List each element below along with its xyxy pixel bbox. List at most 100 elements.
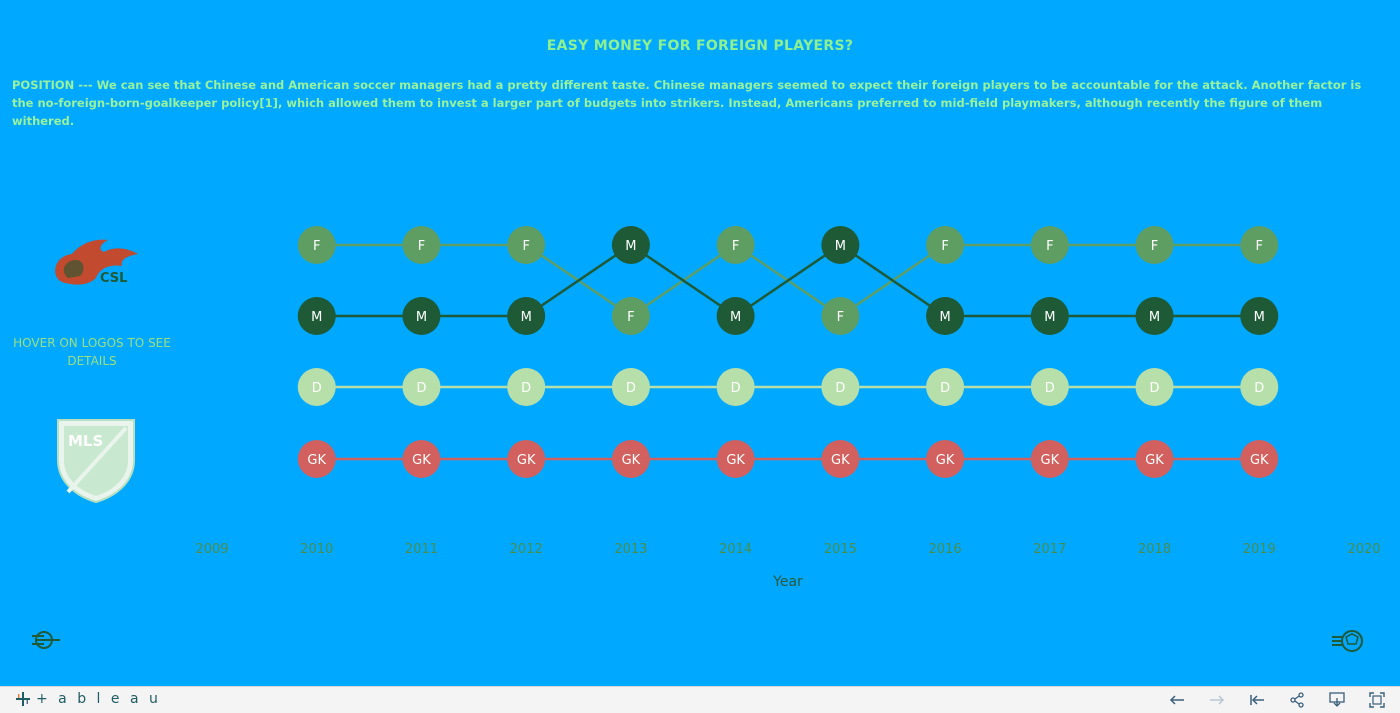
point-m-2011[interactable] [402, 297, 441, 335]
point-label-gk-2018: GK [1145, 453, 1164, 468]
point-d-2017[interactable] [1030, 368, 1069, 406]
undo-icon[interactable] [1168, 691, 1186, 709]
point-f-2014[interactable] [716, 226, 755, 264]
point-label-m-2012: M [521, 310, 532, 325]
point-label-m-2017: M [1044, 310, 1055, 325]
point-label-d-2017: D [1045, 381, 1055, 396]
x-tick-label: 2019 [1243, 542, 1276, 557]
point-f-2012[interactable] [507, 226, 546, 264]
fullscreen-icon[interactable] [1368, 691, 1386, 709]
position-chart: F F F F F F F F F F M M M M M M M M M M D D D D D D D D D D GK GK GK GK GK… [195, 226, 1381, 590]
point-f-2013[interactable] [611, 297, 650, 335]
point-f-2011[interactable] [402, 226, 441, 264]
revert-icon[interactable] [1248, 691, 1266, 709]
point-m-2019[interactable] [1240, 297, 1279, 335]
x-tick-label: 2009 [195, 542, 228, 557]
redo-icon[interactable] [1208, 691, 1226, 709]
point-m-2015[interactable] [821, 226, 860, 264]
point-label-m-2018: M [1149, 310, 1160, 325]
point-d-2011[interactable] [402, 368, 441, 406]
point-label-gk-2017: GK [1041, 453, 1060, 468]
point-f-2017[interactable] [1030, 226, 1069, 264]
left-ball-icon [30, 628, 62, 656]
point-label-d-2014: D [731, 381, 741, 396]
point-label-gk-2011: GK [412, 453, 431, 468]
point-f-2015[interactable] [821, 297, 860, 335]
point-f-2019[interactable] [1240, 226, 1279, 264]
x-tick-label: 2010 [300, 542, 333, 557]
x-tick-label: 2014 [719, 542, 752, 557]
point-d-2013[interactable] [611, 368, 650, 406]
point-d-2014[interactable] [716, 368, 755, 406]
tableau-toolbar: + a b l e a u [0, 686, 1400, 713]
point-label-gk-2012: GK [517, 453, 536, 468]
viz-canvas: EASY MONEY FOR FOREIGN PLAYERS? POSITION… [12, 38, 1381, 658]
point-gk-2016[interactable] [926, 440, 965, 478]
point-label-gk-2015: GK [831, 453, 850, 468]
mls-logo[interactable]: MLS [54, 418, 138, 508]
tableau-logo[interactable]: + a b l e a u [16, 691, 161, 707]
point-gk-2012[interactable] [507, 440, 546, 478]
x-axis-label: Year [772, 574, 803, 590]
csl-logo-text: CSL [100, 271, 127, 286]
point-gk-2013[interactable] [611, 440, 650, 478]
point-label-m-2013: M [625, 239, 636, 254]
point-gk-2015[interactable] [821, 440, 860, 478]
point-m-2016[interactable] [926, 297, 965, 335]
right-ball-icon [1330, 628, 1364, 658]
point-label-m-2016: M [939, 310, 950, 325]
point-f-2016[interactable] [926, 226, 965, 264]
point-f-2010[interactable] [297, 226, 336, 264]
x-tick-label: 2016 [929, 542, 962, 557]
tableau-wordmark: + a b l e a u [36, 691, 161, 707]
point-d-2015[interactable] [821, 368, 860, 406]
point-m-2014[interactable] [716, 297, 755, 335]
point-label-gk-2019: GK [1250, 453, 1269, 468]
point-d-2012[interactable] [507, 368, 546, 406]
point-label-f-2018: F [1151, 239, 1158, 254]
point-label-d-2011: D [416, 381, 426, 396]
csl-logo[interactable]: CSL [50, 238, 142, 292]
point-label-d-2016: D [940, 381, 950, 396]
hover-note: HOVER ON LOGOS TO SEE DETAILS [13, 336, 171, 368]
point-gk-2011[interactable] [402, 440, 441, 478]
x-tick-label: 2011 [405, 542, 438, 557]
point-label-gk-2014: GK [726, 453, 745, 468]
point-label-d-2019: D [1254, 381, 1264, 396]
point-label-m-2019: M [1254, 310, 1265, 325]
point-m-2010[interactable] [297, 297, 336, 335]
point-label-f-2013: F [627, 310, 634, 325]
point-gk-2018[interactable] [1135, 440, 1174, 478]
point-label-gk-2016: GK [936, 453, 955, 468]
share-icon[interactable] [1288, 691, 1306, 709]
point-gk-2014[interactable] [716, 440, 755, 478]
x-tick-label: 2017 [1033, 542, 1066, 557]
point-m-2018[interactable] [1135, 297, 1174, 335]
point-d-2019[interactable] [1240, 368, 1279, 406]
x-tick-label: 2018 [1138, 542, 1171, 557]
point-label-d-2018: D [1150, 381, 1160, 396]
point-d-2016[interactable] [926, 368, 965, 406]
point-d-2010[interactable] [297, 368, 336, 406]
page-title: EASY MONEY FOR FOREIGN PLAYERS? [546, 38, 854, 54]
point-label-f-2017: F [1046, 239, 1053, 254]
point-f-2018[interactable] [1135, 226, 1174, 264]
point-m-2013[interactable] [611, 226, 650, 264]
download-icon[interactable] [1328, 691, 1346, 709]
point-label-m-2011: M [416, 310, 427, 325]
point-label-d-2012: D [521, 381, 531, 396]
point-gk-2010[interactable] [297, 440, 336, 478]
point-label-d-2015: D [835, 381, 845, 396]
point-label-f-2019: F [1256, 239, 1263, 254]
point-label-f-2010: F [313, 239, 320, 254]
x-tick-label: 2020 [1347, 542, 1380, 557]
series-line-m [316, 243, 1260, 318]
page-description: POSITION --- We can see that Chinese and… [12, 78, 1362, 128]
point-d-2018[interactable] [1135, 368, 1174, 406]
point-label-gk-2013: GK [622, 453, 641, 468]
point-m-2017[interactable] [1030, 297, 1069, 335]
point-m-2012[interactable] [507, 297, 546, 335]
point-gk-2019[interactable] [1240, 440, 1279, 478]
point-label-gk-2010: GK [307, 453, 326, 468]
point-gk-2017[interactable] [1030, 440, 1069, 478]
